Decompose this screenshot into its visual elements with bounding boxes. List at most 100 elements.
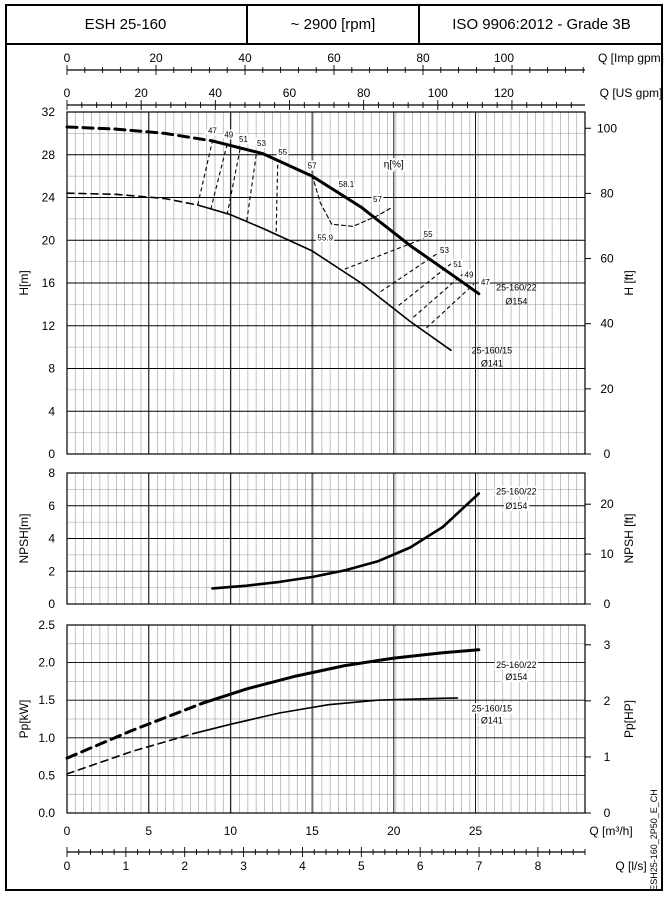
m3h-tick-label: 25 [469,824,483,838]
power-curve-dashed-25-160/15 [66,732,196,775]
ls-axis-tick-label: 0 [64,859,71,873]
standard-label: ISO 9906:2012 - Grade 3B [452,15,631,33]
head-series-label: 25-160/15 [472,346,513,356]
head-ylabel-right: H [ft] [622,270,636,295]
head-series-label: 25-160/22 [496,282,537,292]
us-gpm-axis-tick-label: 0 [64,86,71,100]
efficiency-iso-line [275,161,279,232]
efficiency-label: 55 [424,230,433,239]
power-ytick-label: 0.5 [38,768,55,782]
head-series-diameter: Ø141 [481,358,503,368]
efficiency-label: 49 [224,131,233,140]
efficiency-label: 53 [440,246,449,255]
efficiency-label: 53 [257,139,266,148]
power-curve-25-160/22 [201,648,481,705]
power-rtick-label: 3 [604,638,611,652]
efficiency-loop-57 [311,174,392,227]
m3h-axis-title: Q [m³/h] [589,824,632,838]
us-gpm-axis-title: Q [US gpm] [600,86,663,100]
efficiency-unit-label: η[%] [384,160,404,171]
efficiency-iso-line [226,148,241,215]
efficiency-label: 47 [208,126,217,135]
head-curve-25-160/15 [196,204,452,352]
power-rtick-label: 1 [604,750,611,764]
head-ytick-label: 20 [42,233,56,247]
efficiency-iso-line [398,263,452,306]
power-series-label: 25-160/15 [472,703,513,713]
head-rtick-label: 40 [600,317,614,331]
us-gpm-axis-tick-label: 120 [494,86,514,100]
head-rtick-label: 0 [604,447,611,461]
npsh-ylabel: NPSH[m] [17,513,31,563]
npsh-rtick-label: 10 [600,547,614,561]
power-ytick-label: 2.5 [38,618,55,632]
ls-axis-tick-label: 6 [417,859,424,873]
head-ytick-label: 8 [48,362,55,376]
head-ytick-label: 28 [42,148,56,162]
efficiency-label: 51 [239,135,248,144]
npsh-ytick-label: 4 [48,532,55,546]
head-ylabel: H[m] [17,270,31,295]
efficiency-iso-line [426,283,475,329]
power-curve-25-160/15 [193,697,459,735]
efficiency-label: 55 [278,148,287,157]
npsh-rtick-label: 20 [600,497,614,511]
head-curve-25-160/22 [210,139,481,296]
us-gpm-axis-tick-label: 100 [428,86,448,100]
imp-gpm-axis-tick-label: 0 [64,51,71,65]
efficiency-iso-line [344,237,426,270]
imp-gpm-axis-tick-label: 20 [149,51,163,65]
header-divider [5,43,663,45]
imp-gpm-axis-tick-label: 40 [238,51,252,65]
speed-label: ~ 2900 [rpm] [248,4,420,44]
head-ytick-label: 16 [42,276,56,290]
power-ytick-label: 0.0 [38,806,55,820]
ls-axis-tick-label: 8 [535,859,542,873]
efficiency-iso-line [246,152,258,222]
head-series-diameter: Ø154 [505,296,527,306]
head-curve-dashed-25-160/22 [65,125,214,143]
npsh-rtick-label: 0 [604,597,611,611]
power-rtick-label: 0 [604,806,611,820]
ls-axis-tick-label: 4 [299,859,306,873]
us-gpm-axis-tick-label: 40 [209,86,223,100]
head-ytick-label: 32 [42,105,56,119]
efficiency-label: 57 [373,195,382,204]
efficiency-iso-line [210,143,228,210]
m3h-tick-label: 15 [305,824,319,838]
head-ytick-label: 12 [42,319,56,333]
head-rtick-label: 20 [600,382,614,396]
npsh-series-diameter: Ø154 [505,501,527,511]
efficiency-label: 51 [453,260,462,269]
power-ylabel-right: Pp[HP] [622,700,636,738]
us-gpm-axis-tick-label: 80 [357,86,371,100]
efficiency-label: 55.9 [317,233,333,242]
power-ylabel: Pp[kW] [17,700,31,739]
m3h-tick-label: 10 [224,824,238,838]
power-series-label: 25-160/22 [496,660,537,670]
efficiency-label: 47 [481,278,490,287]
imp-gpm-axis-tick-label: 80 [416,51,430,65]
ls-axis-tick-label: 2 [181,859,188,873]
head-ytick-label: 4 [48,404,55,418]
efficiency-iso-line [197,140,213,206]
npsh-ytick-label: 6 [48,499,55,513]
header-bar: ESH 25-160 ~ 2900 [rpm] ISO 9906:2012 - … [5,4,663,44]
npsh-ytick-label: 8 [48,466,55,480]
efficiency-label: 57 [308,162,317,171]
footer-code: ESH25-160_2P50_E_CH [649,789,659,891]
npsh-ytick-label: 0 [48,597,55,611]
head-rtick-label: 60 [600,252,614,266]
us-gpm-axis-tick-label: 60 [283,86,297,100]
efficiency-label: 49 [465,271,474,280]
npsh-ylabel-right: NPSH [ft] [622,513,636,563]
ls-axis-title: Q [l/s] [615,859,646,873]
npsh-series-label: 25-160/22 [496,486,537,496]
ls-axis-tick-label: 3 [240,859,247,873]
imp-gpm-axis-tick-label: 100 [494,51,514,65]
head-rtick-label: 80 [600,186,614,200]
ls-axis-tick-label: 5 [358,859,365,873]
efficiency-iso-line [413,274,463,318]
power-series-diameter: Ø141 [481,716,503,726]
